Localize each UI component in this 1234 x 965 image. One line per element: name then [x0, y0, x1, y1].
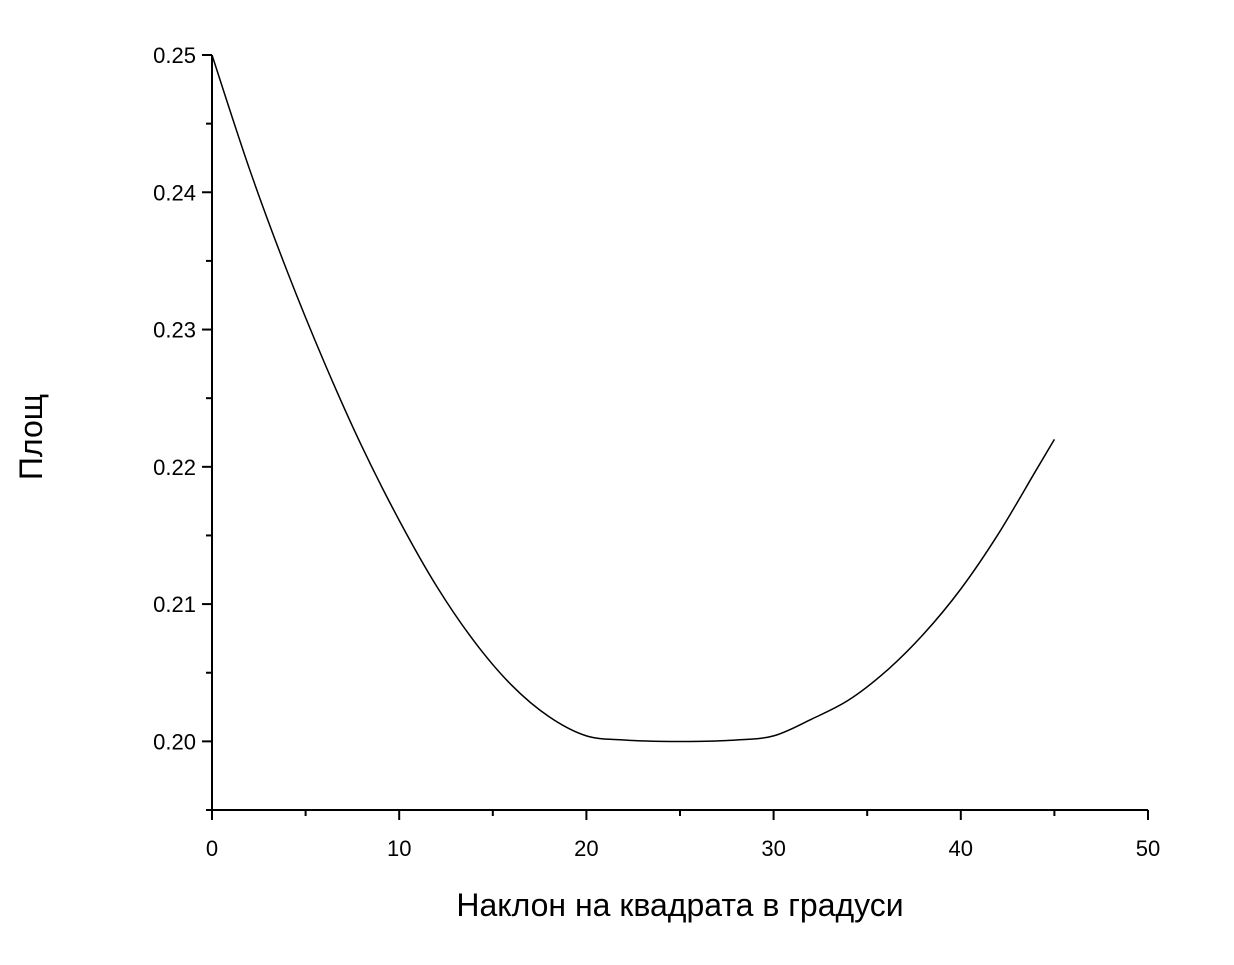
x-tick-label: 30 — [761, 836, 785, 861]
x-tick-label: 40 — [949, 836, 973, 861]
y-tick-label: 0.20 — [153, 729, 196, 754]
y-tick-label: 0.21 — [153, 592, 196, 617]
y-tick-label: 0.22 — [153, 455, 196, 480]
y-tick-label: 0.24 — [153, 180, 196, 205]
x-tick-label: 20 — [574, 836, 598, 861]
plot-area — [211, 54, 1056, 743]
y-tick-label: 0.25 — [153, 43, 196, 68]
y-axis-title: Площ — [13, 394, 49, 480]
x-axis-title: Наклон на квадрата в градуси — [456, 887, 903, 923]
x-tick-label: 10 — [387, 836, 411, 861]
x-tick-label: 0 — [206, 836, 218, 861]
series-line — [211, 54, 1056, 743]
x-tick-label: 50 — [1136, 836, 1160, 861]
axes: 0 10 20 30 40 50 0.20 0.21 0.22 0.23 0.24 0.25 — [153, 43, 1160, 861]
y-tick-label: 0.23 — [153, 318, 196, 343]
